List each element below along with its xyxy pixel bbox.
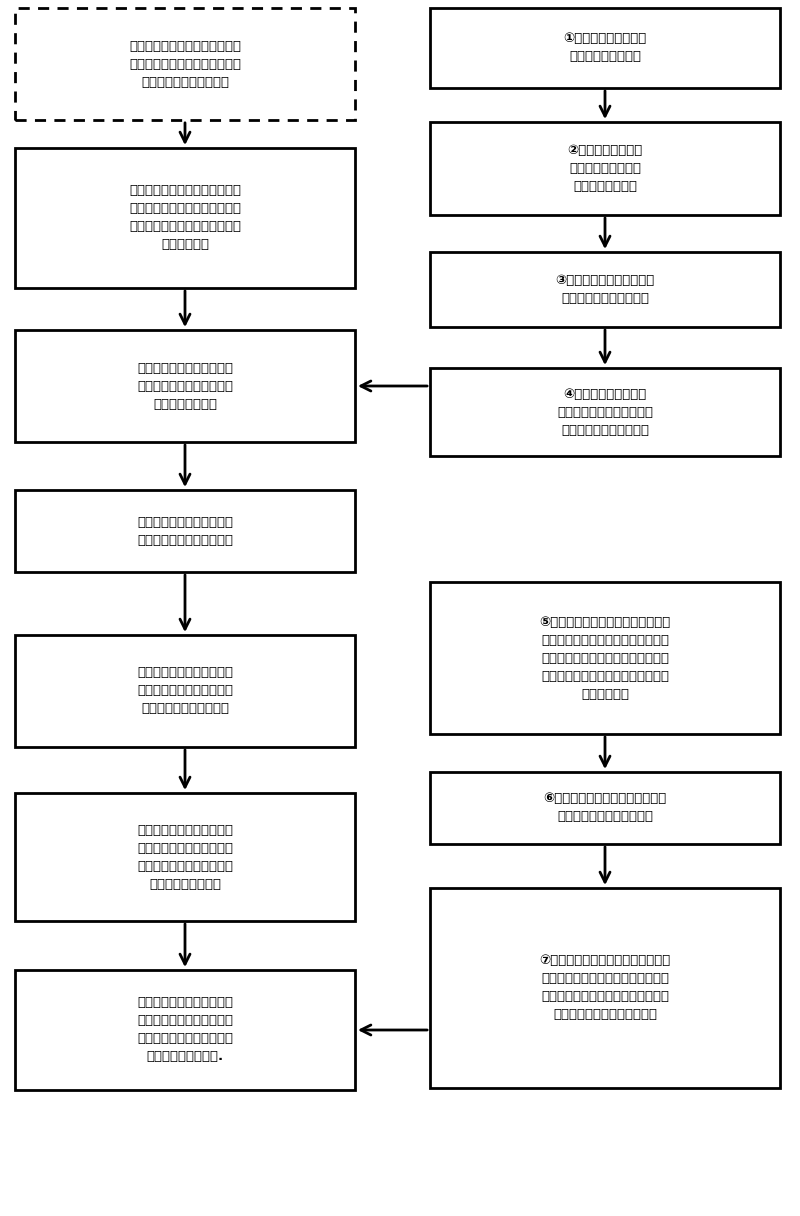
Text: 实时动态计算过热器和再热
器管系管内氧化皮生成厚度: 实时动态计算过热器和再热 器管系管内氧化皮生成厚度: [137, 516, 233, 546]
Text: 通过预计算，得出管组中具有代
表性的炉内温度裕量最小的管子
拟设炉外壁温测量采集点: 通过预计算，得出管组中具有代 表性的炉内温度裕量最小的管子 拟设炉外壁温测量采集…: [129, 39, 241, 89]
Bar: [15, 9, 355, 120]
Text: ④将重量管由小到大排
序，提出炉外热电偶测点安
装位置调查及增装方案。: ④将重量管由小到大排 序，提出炉外热电偶测点安 装位置调查及增装方案。: [557, 388, 653, 437]
Bar: [15, 490, 355, 572]
Text: ①实时动态计算炉内各
监测点的工质温度。: ①实时动态计算炉内各 监测点的工质温度。: [563, 33, 646, 63]
Text: ⑥统计过热器和再热器管系各监测
点管段的超温和氧化情况。: ⑥统计过热器和再热器管系各监测 点管段的超温和氧化情况。: [543, 793, 666, 823]
Bar: [430, 252, 780, 327]
Bar: [430, 122, 780, 215]
Text: ⑤实时显示过热器和再热器管系炉内
各监测点的工质温度、金属温度（管
能热阻均分点温度）、金属应力强度
超温值、管内氧化皮厚度和当前管段
材料和规格。: ⑤实时显示过热器和再热器管系炉内 各监测点的工质温度、金属温度（管 能热阻均分点…: [539, 615, 670, 700]
Text: 分离出超过管壁金属应力强
度超温值部位的金属管段的
数据存入超温汇总数据库: 分离出超过管壁金属应力强 度超温值部位的金属管段的 数据存入超温汇总数据库: [137, 666, 233, 715]
Bar: [430, 888, 780, 1088]
Text: 显示各监测管段的超温氧化
频次、超温氧化加剧温度裕
量、超温氧化时间、管内氧
化皮厚度的分布情况.: 显示各监测管段的超温氧化 频次、超温氧化加剧温度裕 量、超温氧化时间、管内氧 化…: [137, 996, 233, 1064]
Text: ③实时动态计算各监测点管
壁金属应力强度超温值。: ③实时动态计算各监测点管 壁金属应力强度超温值。: [555, 274, 654, 305]
Text: 分离出炉内各监测点的金属
内壁氧化加剧温度裕量和管
内氧化皮实时生成厚度数据
存入氧化汇总数据库: 分离出炉内各监测点的金属 内壁氧化加剧温度裕量和管 内氧化皮实时生成厚度数据 存…: [137, 823, 233, 890]
Bar: [15, 793, 355, 921]
Bar: [430, 582, 780, 734]
Text: ⑦统计各管组炉内各监测点管段的显
示各监测管段的超温氧化频次、超温
氧化加剧温度裕量、超温氧化时间、
管内氧化皮厚度的分布情况。: ⑦统计各管组炉内各监测点管段的显 示各监测管段的超温氧化频次、超温 氧化加剧温度…: [539, 955, 670, 1021]
Bar: [15, 970, 355, 1090]
Bar: [15, 148, 355, 288]
Bar: [430, 772, 780, 844]
Text: ②实时动态计算炉内
各监测点的金属内壁
温度和管壁温度。: ②实时动态计算炉内 各监测点的金属内壁 温度和管壁温度。: [567, 143, 642, 193]
Text: 实时动态计算管系中各监测
点炉内工质温度、金属壁温
和应力强度超温值: 实时动态计算管系中各监测 点炉内工质温度、金属壁温 和应力强度超温值: [137, 361, 233, 411]
Bar: [430, 368, 780, 456]
Bar: [430, 9, 780, 88]
Bar: [15, 635, 355, 747]
Text: 从电厂实时数据库中读取锅炉实
时运行、炉外壁温等计算中需要
的数据，保存到本地服务器的共
享量数据库中: 从电厂实时数据库中读取锅炉实 时运行、炉外壁温等计算中需要 的数据，保存到本地服…: [129, 185, 241, 252]
Bar: [15, 330, 355, 441]
